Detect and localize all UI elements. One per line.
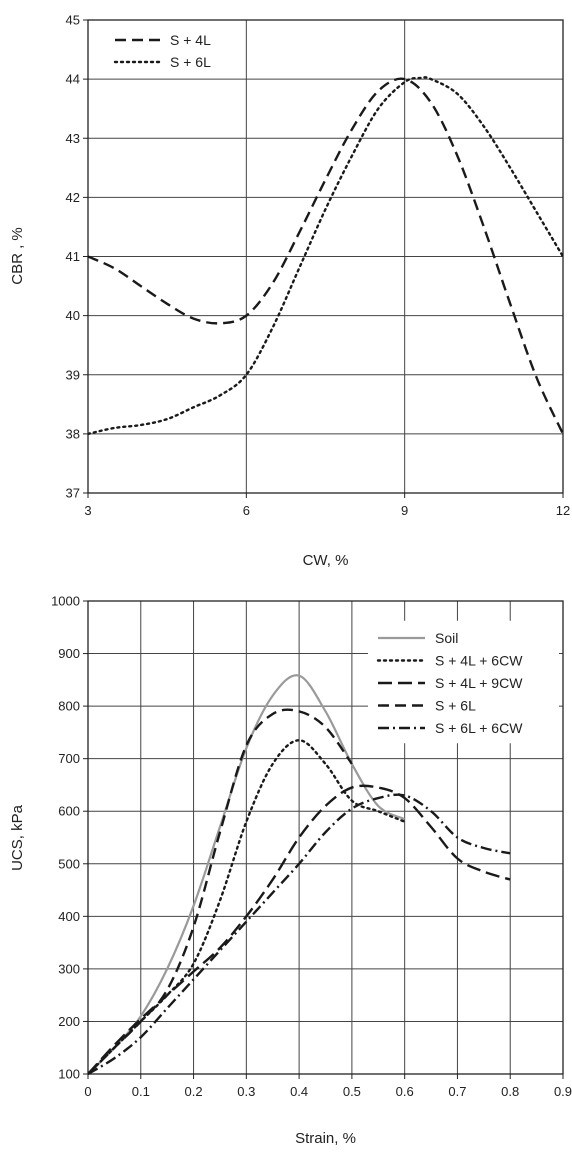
x-tick-label: 12 bbox=[556, 503, 570, 518]
y-axis-label: CBR , % bbox=[9, 227, 26, 285]
y-tick-label: 500 bbox=[58, 856, 80, 871]
legend-label: S + 4L + 9CW bbox=[435, 675, 523, 691]
x-tick-label: 0.8 bbox=[501, 1084, 519, 1099]
legend-label: S + 6L + 6CW bbox=[435, 720, 523, 736]
legend-label: S + 6L bbox=[435, 698, 476, 714]
x-axis-label: CW, % bbox=[303, 552, 349, 569]
x-tick-label: 0.2 bbox=[185, 1084, 203, 1099]
x-tick-label: 0.4 bbox=[290, 1084, 308, 1099]
chart-2: 0 0.1 0.2 0.3 0.4 0.5 0.6 0.7 0.8 0.9 100 200 300 400… bbox=[9, 594, 572, 1148]
x-tick-label: 0 bbox=[84, 1084, 91, 1099]
series-line-s-6l-6cw bbox=[88, 793, 511, 1076]
chart-1: 3 6 9 12 37 38 39 40 41 42 43 44 45 CW, % CBR , % S + 4… bbox=[9, 13, 570, 570]
legend-label: S + 4L + 6CW bbox=[435, 653, 523, 669]
y-tick-label: 900 bbox=[58, 646, 80, 661]
y-tick-label: 42 bbox=[66, 190, 80, 205]
x-tick-label: 9 bbox=[401, 503, 408, 518]
y-tick-label: 39 bbox=[66, 367, 80, 382]
y-tick-label: 41 bbox=[66, 249, 80, 264]
y-tick-label: 600 bbox=[58, 804, 80, 819]
y-tick-label: 300 bbox=[58, 961, 80, 976]
legend: Soil S + 4L + 6CW S + 4L + 9CW S + 6L S + 6L… bbox=[368, 620, 559, 744]
x-tick-label: 0.5 bbox=[343, 1084, 361, 1099]
series-line-s-4l bbox=[88, 77, 563, 435]
x-tick-label: 6 bbox=[243, 503, 250, 518]
y-tick-label: 44 bbox=[66, 72, 80, 87]
y-tick-label: 200 bbox=[58, 1014, 80, 1029]
series-line-s-6l bbox=[88, 76, 563, 436]
series-group bbox=[88, 76, 563, 436]
y-tick-label: 37 bbox=[66, 486, 80, 501]
y-tick-label: 45 bbox=[66, 13, 80, 28]
legend-background bbox=[109, 25, 219, 75]
x-tick-label: 0.7 bbox=[448, 1084, 466, 1099]
y-tick-label: 43 bbox=[66, 131, 80, 146]
x-tick-label: 3 bbox=[84, 503, 91, 518]
y-tick-label: 700 bbox=[58, 751, 80, 766]
y-tick-label: 100 bbox=[58, 1067, 80, 1082]
x-tick-label: 0.9 bbox=[554, 1084, 572, 1099]
x-tick-label: 0.3 bbox=[237, 1084, 255, 1099]
y-tick-label: 38 bbox=[66, 426, 80, 441]
legend-label: S + 4L bbox=[170, 32, 211, 48]
legend: S + 4L S + 6L bbox=[109, 25, 219, 75]
series-group bbox=[88, 674, 511, 1076]
y-tick-label: 40 bbox=[66, 308, 80, 323]
legend-label: Soil bbox=[435, 630, 458, 646]
legend-label: S + 6L bbox=[170, 54, 211, 70]
series-line-s-4l-9cw bbox=[88, 784, 511, 1075]
y-axis-label: UCS, kPa bbox=[9, 804, 26, 871]
x-axis-label: Strain, % bbox=[295, 1130, 356, 1147]
series-line-s-6l bbox=[88, 708, 353, 1075]
y-tick-label: 400 bbox=[58, 909, 80, 924]
x-tick-label: 0.1 bbox=[132, 1084, 150, 1099]
x-tick-label: 0.6 bbox=[396, 1084, 414, 1099]
y-tick-label: 800 bbox=[58, 699, 80, 714]
plot-frame bbox=[87, 600, 564, 1075]
y-tick-label: 1000 bbox=[51, 594, 80, 609]
